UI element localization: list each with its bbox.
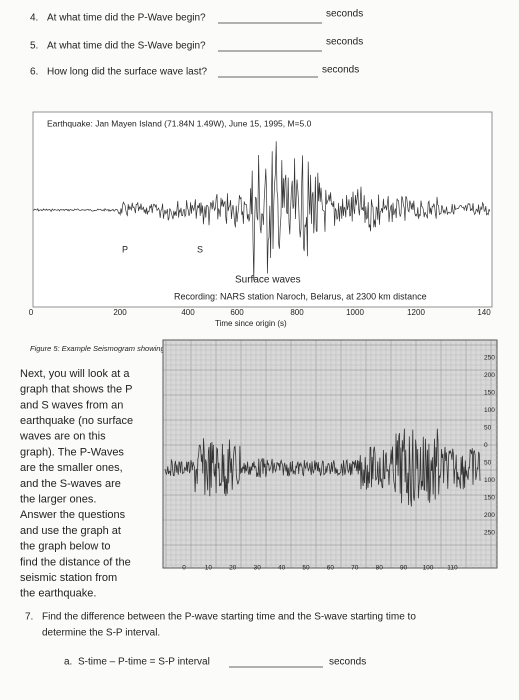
x-tick-label: 140 — [477, 308, 491, 317]
question-text: Find the difference between the P-wave s… — [42, 612, 416, 623]
instruction-line: and the S-waves are — [20, 478, 121, 490]
x-tick-label: 10 — [205, 565, 213, 572]
x-tick-label: 90 — [400, 565, 408, 572]
x-tick-label: 200 — [113, 308, 127, 317]
x-tick-label: 20 — [229, 565, 237, 572]
recording-label: Recording: NARS station Naroch, Belarus,… — [174, 291, 427, 301]
instruction-line: find the distance of the — [20, 556, 131, 568]
instruction-line: and use the graph at — [20, 525, 121, 537]
x-tick-label: 400 — [181, 308, 195, 317]
graph-trace — [164, 428, 481, 507]
surface-label: Surface waves — [235, 275, 301, 286]
instructions: Next, you will look at a graph that shows… — [19, 368, 133, 600]
question-text: At what time did the S-Wave begin? — [47, 41, 206, 52]
x-tick-label: 100 — [423, 565, 434, 572]
y-tick-label: 150 — [484, 495, 495, 502]
x-axis-title: Time since origin (s) — [215, 319, 287, 328]
instruction-line: the earthquake. — [20, 588, 96, 600]
instruction-line: Next, you will look at a — [20, 368, 130, 380]
p-label: P — [122, 244, 128, 254]
x-tick-label: 30 — [254, 565, 262, 572]
x-tick-label: 800 — [290, 308, 304, 317]
s-label: S — [197, 244, 203, 254]
y-tick-label: 150 — [484, 390, 495, 397]
question-7: 7. Find the difference between the P-wave… — [25, 612, 416, 668]
figure-title: Earthquake: Jan Mayen Island (71.84N 1.4… — [47, 118, 312, 128]
instruction-line: graph that shows the P — [20, 384, 133, 396]
instruction-line: graph). The P-Waves — [20, 446, 124, 458]
part-label: a. — [64, 657, 72, 668]
y-tick-label: 250 — [484, 355, 495, 362]
x-tick-label: 50 — [302, 565, 310, 572]
question-number: 7. — [25, 612, 33, 623]
question-text: How long did the surface wave last? — [47, 67, 208, 78]
x-tick-label: 0 — [29, 308, 34, 317]
instruction-line: the larger ones. — [20, 494, 96, 506]
instruction-line: and S waves from an — [20, 399, 123, 411]
figure-frame — [32, 111, 493, 308]
y-tick-label: 200 — [484, 372, 495, 379]
question-unit: seconds — [322, 65, 359, 76]
y-tick-label: 100 — [484, 477, 495, 484]
part-unit: seconds — [329, 657, 366, 668]
x-tick-label: 70 — [351, 565, 359, 572]
instruction-line: Answer the questions — [20, 509, 126, 521]
instruction-line: earthquake (no surface — [20, 415, 133, 427]
graph-grid — [163, 340, 497, 568]
instruction-line: waves are on this — [19, 431, 106, 443]
instruction-line: seismic station from — [20, 572, 117, 584]
question-number: 5. — [30, 41, 38, 52]
question-number: 4. — [30, 13, 38, 24]
graph-y-labels: 250 200 150 100 50 0 50 100 150 200 250 — [484, 355, 495, 537]
y-tick-label: 100 — [484, 407, 495, 414]
x-tick-label: 1000 — [346, 308, 364, 317]
question-unit: seconds — [326, 9, 363, 20]
x-tick-label: 80 — [376, 565, 384, 572]
part-text: S-time – P-time = S-P interval — [78, 657, 210, 668]
x-tick-label: 0 — [182, 565, 186, 572]
x-tick-label: 110 — [447, 565, 458, 572]
x-tick-label: 1200 — [407, 308, 425, 317]
y-tick-label: 200 — [484, 512, 495, 519]
question-unit: seconds — [326, 37, 363, 48]
figure-x-axis: 0 200 400 600 800 1000 1200 140 — [29, 308, 491, 317]
y-tick-label: 50 — [484, 460, 492, 467]
question-text: At what time did the P-Wave begin? — [47, 13, 206, 24]
graph-x-labels: 0 10 20 30 40 50 60 70 80 90 100 110 — [182, 565, 458, 572]
y-tick-label: 250 — [484, 530, 495, 537]
y-tick-label: 50 — [484, 425, 492, 432]
question-number: 6. — [30, 67, 38, 78]
instruction-line: the graph below to — [20, 541, 111, 553]
seismogram-trace — [32, 141, 491, 281]
question-text: determine the S-P interval. — [42, 628, 160, 639]
x-tick-label: 60 — [327, 565, 335, 572]
instruction-line: are the smaller ones, — [20, 462, 123, 474]
y-tick-label: 0 — [484, 442, 488, 449]
x-tick-label: 40 — [278, 565, 286, 572]
x-tick-label: 600 — [230, 308, 244, 317]
